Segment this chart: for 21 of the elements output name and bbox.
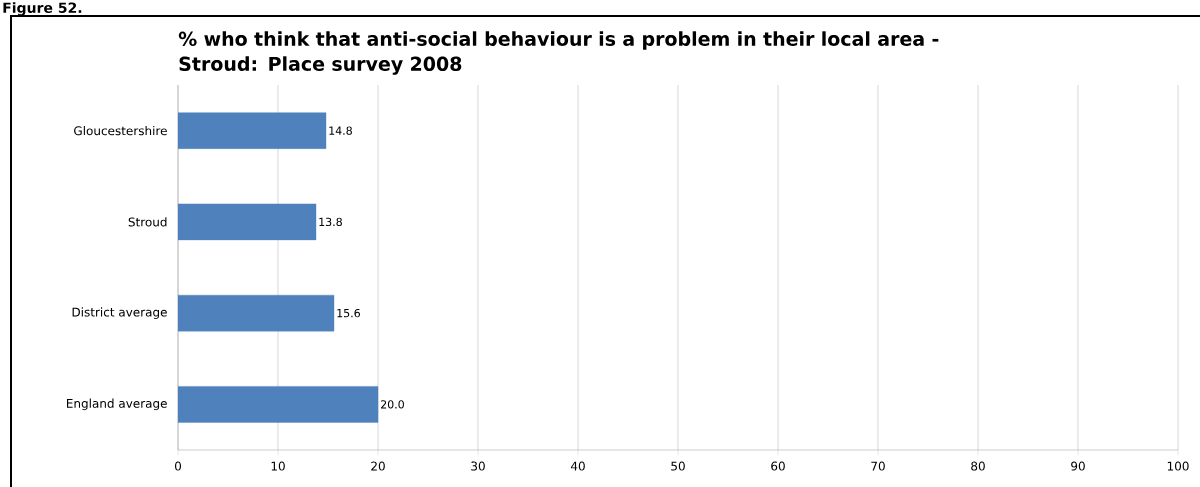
data-label: 20.0: [381, 400, 404, 409]
x-tick-label: 70: [871, 461, 885, 471]
y-tick-label: England average: [67, 398, 167, 411]
x-tick-label: 20: [371, 461, 385, 471]
x-tick-label: 90: [1071, 461, 1085, 471]
y-tick-label: Stroud: [128, 217, 167, 227]
x-tick-label: 80: [971, 461, 985, 471]
x-tick-label: 50: [671, 461, 685, 471]
x-tick-label: 0: [174, 461, 182, 471]
x-tick-label: 10: [271, 461, 285, 471]
x-tick-label: 40: [570, 461, 585, 471]
chart-title: % who think that anti-social behaviour is a problem in their local area - Stroud: Place survey 2008: [178, 31, 939, 75]
caption: Figure 52.: [3, 2, 82, 16]
x-tick-label: 60: [771, 461, 785, 471]
y-tick-label: Gloucestershire: [74, 125, 167, 136]
x-tick-label: 30: [471, 461, 485, 471]
data-label: 14.8: [329, 126, 352, 135]
x-tick-label: 100: [1167, 461, 1189, 471]
data-label: 13.8: [319, 217, 342, 227]
y-tick-label: District average: [72, 307, 167, 319]
data-label: 15.6: [337, 308, 360, 318]
